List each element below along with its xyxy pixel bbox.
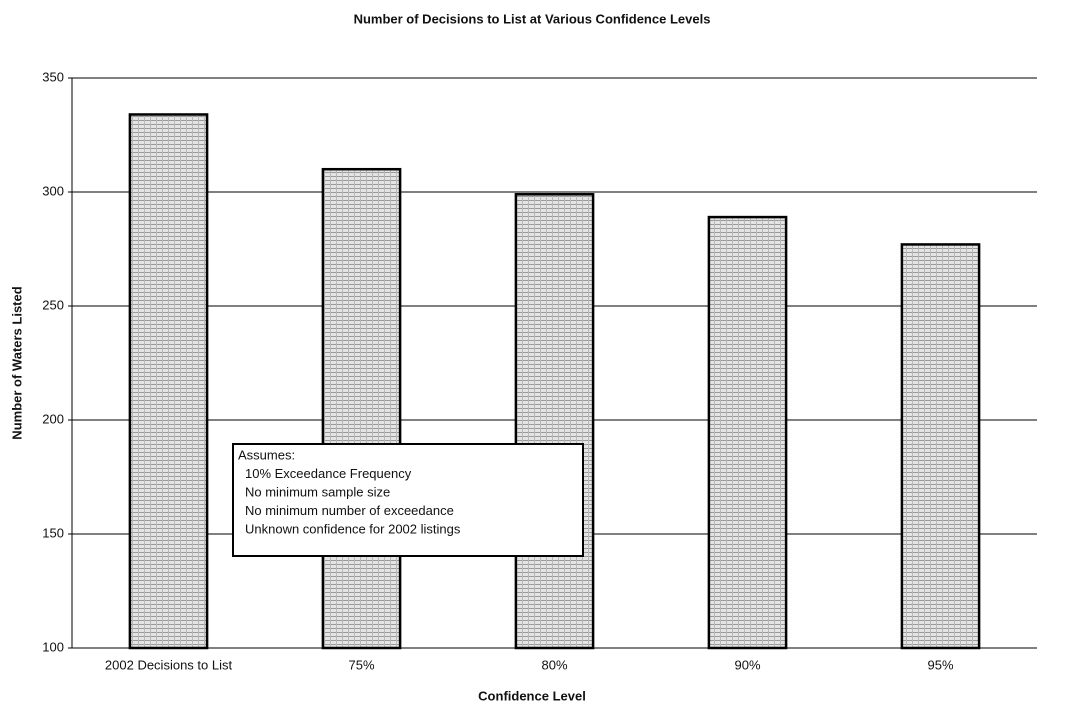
bar (321, 167, 402, 650)
annotation-box (232, 443, 584, 557)
x-tick-label: 80% (541, 657, 567, 672)
bar (128, 113, 209, 650)
x-tick-label: 2002 Decisions to List (105, 657, 233, 672)
chart-title: Number of Decisions to List at Various C… (354, 11, 711, 26)
y-tick-label: 250 (42, 297, 64, 312)
x-axis-label: Confidence Level (478, 688, 586, 703)
y-tick-label: 150 (42, 525, 64, 540)
annotation-text: Unknown confidence for 2002 listings (245, 521, 461, 536)
annotation-text: No minimum number of exceedance (245, 503, 454, 518)
y-tick-label: 200 (42, 411, 64, 426)
bar (900, 243, 981, 650)
x-tick-label: 90% (734, 657, 760, 672)
annotation-text: Assumes: (238, 447, 295, 462)
x-tick-label: 95% (927, 657, 953, 672)
y-tick-label: 300 (42, 183, 64, 198)
x-tick-label: 75% (348, 657, 374, 672)
annotation-text: No minimum sample size (245, 484, 390, 499)
y-axis-label: Number of Waters Listed (9, 286, 24, 439)
y-tick-label: 350 (42, 69, 64, 84)
bar (707, 215, 788, 650)
annotation-text: 10% Exceedance Frequency (245, 466, 412, 481)
bar (514, 193, 595, 650)
y-tick-label: 100 (42, 639, 64, 654)
